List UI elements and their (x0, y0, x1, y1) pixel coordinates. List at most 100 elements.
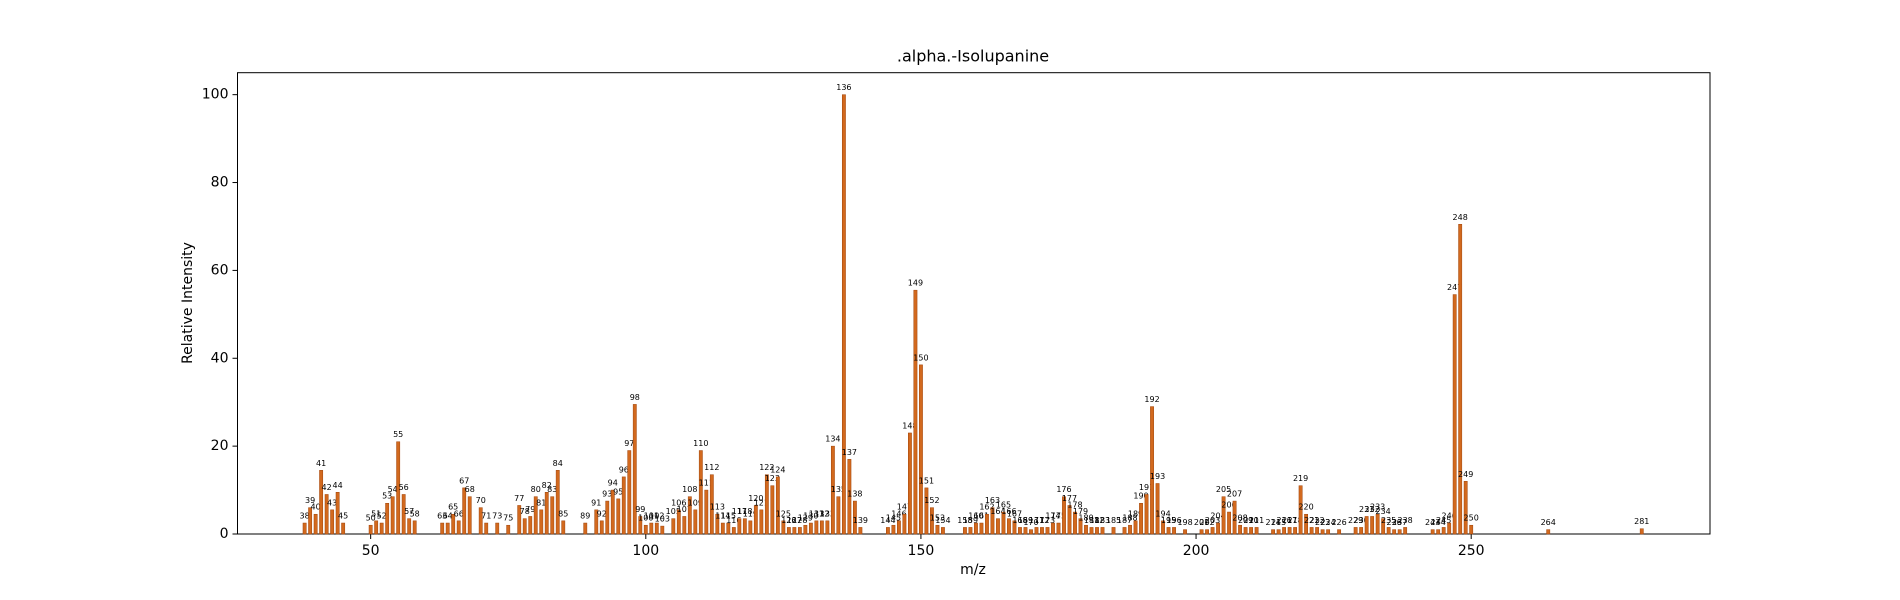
bar-label: 121 (754, 498, 769, 507)
bar-label: 54 (388, 485, 398, 494)
bar (1458, 224, 1463, 535)
bar (1287, 527, 1292, 535)
bar-label: 110 (693, 439, 708, 448)
bar-label: 230 (1353, 516, 1368, 525)
bar-label: 215 (1271, 518, 1286, 527)
bar-label: 68 (465, 485, 475, 494)
bar (401, 494, 406, 535)
bar (858, 527, 863, 535)
bar (770, 485, 775, 535)
bar-label: 103 (655, 515, 670, 524)
bar (1084, 524, 1088, 535)
bar-label: 221 (1304, 516, 1319, 525)
bar (852, 500, 857, 535)
bar-label: 154 (935, 516, 950, 525)
bar-label: 94 (608, 479, 618, 488)
x-tick-label: 100 (632, 543, 659, 559)
bar (1161, 520, 1165, 535)
x-tick-label: 200 (1183, 543, 1210, 559)
x-axis-label: m/z (960, 562, 986, 578)
bar-label: 116 (726, 516, 741, 525)
bar (610, 489, 615, 535)
bar (605, 500, 610, 535)
bar (621, 476, 626, 535)
bar-label: 119 (743, 509, 758, 518)
bar (693, 509, 698, 535)
bar-label: 210 (1243, 516, 1258, 525)
bar-label: 188 (1122, 514, 1137, 523)
bar-label: 201 (1194, 518, 1209, 527)
bar-label: 226 (1331, 518, 1346, 527)
bar (941, 527, 945, 535)
bar-label: 40 (311, 503, 321, 512)
bar-label: 102 (649, 512, 664, 521)
bar (1111, 527, 1116, 535)
bar (704, 489, 709, 535)
bar-label: 190 (1133, 492, 1148, 501)
bar (720, 522, 725, 535)
bar (1546, 529, 1551, 535)
bar-label: 202 (1199, 518, 1214, 527)
bar-label: 187 (1117, 516, 1132, 525)
bar (1441, 527, 1446, 535)
bar-label: 41 (316, 459, 326, 468)
bar-label: 120 (748, 494, 763, 503)
bar-label: 117 (732, 507, 747, 516)
bar (1018, 527, 1022, 535)
bar-label: 183 (1095, 516, 1110, 525)
bar-label: 39 (305, 496, 315, 505)
bar (1051, 522, 1055, 535)
bar (1001, 511, 1006, 535)
bar (963, 527, 967, 535)
y-tick-label: 0 (220, 526, 229, 542)
bar (786, 527, 791, 535)
bar (379, 522, 384, 535)
bar (1144, 494, 1149, 535)
bar-label: 232 (1364, 505, 1379, 514)
bar (583, 522, 588, 535)
bar (478, 507, 483, 535)
bar (528, 516, 533, 535)
bar-label: 118 (737, 507, 752, 516)
bar-label: 172 (1034, 516, 1049, 525)
bar (709, 474, 714, 535)
bar-label: 194 (1155, 509, 1170, 518)
bar-label: 152 (924, 496, 939, 505)
bar-label: 203 (1205, 516, 1220, 525)
bar (731, 527, 736, 535)
bar (1095, 527, 1099, 535)
bar-label: 195 (1161, 516, 1176, 525)
bar-label: 217 (1282, 516, 1297, 525)
bar (638, 516, 643, 535)
bar-label: 171 (1029, 516, 1044, 525)
bar-label: 163 (985, 496, 1000, 505)
bar (726, 522, 731, 535)
bar (445, 522, 450, 535)
bar-label: 42 (322, 483, 332, 492)
bar-label: 131 (809, 509, 824, 518)
bar (759, 509, 764, 535)
bar-label: 148 (902, 421, 917, 430)
bar-label: 57 (404, 507, 414, 516)
bar-label: 177 (1062, 494, 1077, 503)
bar-label: 250 (1464, 514, 1479, 523)
bar (302, 522, 307, 535)
bar-label: 214 (1265, 518, 1280, 527)
y-tick-label: 20 (211, 438, 229, 454)
bar (1139, 502, 1143, 535)
bar-label: 92 (597, 509, 607, 518)
bar (1122, 527, 1127, 535)
bar-label: 125 (776, 509, 791, 518)
bar-label: 165 (996, 501, 1011, 510)
bar-label: 53 (382, 492, 392, 501)
bar-label: 44 (333, 481, 343, 490)
bar (698, 450, 703, 535)
bar (456, 520, 461, 535)
bar (594, 509, 599, 535)
bar-label: 216 (1276, 516, 1291, 525)
bar-label: 79 (525, 505, 535, 514)
bar-label: 179 (1073, 507, 1088, 516)
bar-label: 207 (1227, 490, 1242, 499)
bar-label: 161 (974, 512, 989, 521)
